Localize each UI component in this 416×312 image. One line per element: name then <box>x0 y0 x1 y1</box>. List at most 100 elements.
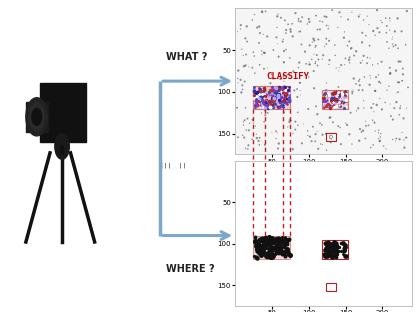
Point <box>386 16 393 21</box>
Point <box>285 92 292 97</box>
Point <box>275 246 282 251</box>
Point <box>397 106 404 111</box>
Point <box>322 240 329 245</box>
Point <box>329 96 335 101</box>
Point <box>278 250 285 255</box>
Point <box>307 134 313 139</box>
Point <box>302 50 308 55</box>
Point <box>266 71 273 76</box>
Point <box>297 29 304 34</box>
Point <box>268 93 275 98</box>
Point <box>358 129 365 134</box>
Point <box>332 53 339 58</box>
Point <box>280 37 287 42</box>
Point <box>274 92 281 97</box>
Point <box>365 123 372 128</box>
Point <box>376 30 383 35</box>
Point <box>240 53 247 58</box>
Point <box>260 87 267 92</box>
Point <box>269 251 276 256</box>
Point <box>249 17 255 22</box>
Point <box>325 250 332 255</box>
Point <box>255 251 262 256</box>
Point <box>371 120 378 125</box>
Point <box>333 89 339 94</box>
Point <box>285 249 292 254</box>
Point <box>332 243 339 248</box>
Point <box>346 55 353 60</box>
Point <box>333 242 340 247</box>
Point <box>284 237 291 242</box>
Point <box>262 241 268 246</box>
Point <box>270 245 276 250</box>
Point <box>333 66 339 71</box>
Point <box>330 97 337 102</box>
Point <box>323 131 329 136</box>
Point <box>306 43 313 48</box>
Point <box>337 92 343 97</box>
Point <box>258 238 265 243</box>
Point <box>280 79 287 84</box>
Point <box>253 243 259 248</box>
Point <box>350 76 357 81</box>
Point <box>261 93 268 98</box>
Point <box>259 247 266 252</box>
Point <box>295 76 301 80</box>
Point <box>282 235 288 240</box>
Point <box>337 248 344 253</box>
Point <box>386 27 393 32</box>
Point <box>268 236 275 241</box>
Point <box>317 27 323 32</box>
Bar <box>253 86 290 109</box>
Point <box>333 98 339 103</box>
Point <box>375 72 382 77</box>
Bar <box>40 83 86 142</box>
Point <box>297 80 303 85</box>
Point <box>319 19 326 24</box>
Point <box>240 119 247 124</box>
Point <box>314 112 321 117</box>
Point <box>331 105 338 110</box>
Point <box>279 99 285 104</box>
Point <box>258 104 265 109</box>
Point <box>250 121 257 126</box>
Point <box>329 248 336 253</box>
Point <box>327 105 334 110</box>
Point <box>274 104 281 109</box>
Point <box>275 141 282 146</box>
Point <box>256 142 262 147</box>
Point <box>274 14 281 19</box>
Point <box>265 237 271 242</box>
Point <box>317 142 324 147</box>
Point <box>257 238 264 243</box>
Bar <box>327 283 336 291</box>
Point <box>362 136 369 141</box>
Point <box>274 25 280 30</box>
Point <box>333 254 339 259</box>
Point <box>376 138 383 143</box>
Point <box>283 27 290 32</box>
Point <box>337 92 344 97</box>
Point <box>240 64 247 69</box>
Text: Q: Q <box>329 134 332 139</box>
Point <box>275 54 282 59</box>
Point <box>239 83 245 88</box>
Point <box>334 245 341 250</box>
Point <box>272 249 279 254</box>
Point <box>356 77 363 82</box>
Point <box>272 236 279 241</box>
Point <box>329 246 336 251</box>
Point <box>256 135 263 140</box>
Point <box>283 100 290 105</box>
Point <box>282 237 289 242</box>
Point <box>291 88 298 93</box>
Point <box>262 103 269 108</box>
Point <box>328 90 335 95</box>
Point <box>262 91 269 96</box>
Point <box>322 252 329 257</box>
Point <box>255 91 262 96</box>
Point <box>341 246 348 251</box>
Point <box>235 80 241 85</box>
Point <box>320 99 327 104</box>
Point <box>378 59 385 64</box>
